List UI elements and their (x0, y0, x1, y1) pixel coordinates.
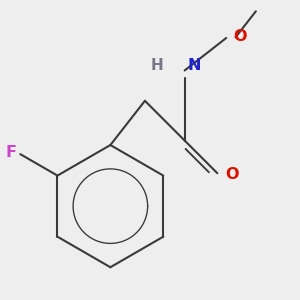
Text: N: N (188, 58, 201, 73)
Text: F: F (6, 145, 17, 160)
Text: O: O (233, 29, 246, 44)
Text: H: H (150, 58, 163, 73)
Text: O: O (226, 167, 239, 182)
